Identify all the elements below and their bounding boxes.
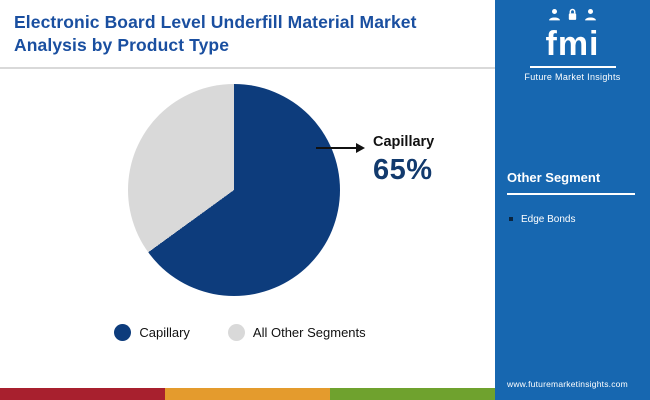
footer-strip-segment (330, 388, 495, 400)
legend-label: Capillary (139, 325, 190, 340)
arrow-head-icon (356, 143, 365, 153)
legend-swatch (114, 324, 132, 341)
callout-arrow (316, 143, 365, 153)
footer-strip (0, 388, 495, 400)
list-item: Edge Bonds (507, 213, 638, 227)
chart-area: Capillary 65% Capillary All Other Segmen… (0, 72, 495, 388)
footer-strip-segment (0, 388, 165, 400)
legend-swatch (227, 324, 245, 341)
logo-rule (529, 65, 616, 68)
legend-label: All Other Segments (252, 325, 366, 340)
pie-chart (128, 84, 340, 296)
callout-value: 65% (373, 154, 433, 186)
legend-item: All Other Segments (227, 324, 366, 341)
main-area: Electronic Board Level Underfill Materia… (0, 0, 495, 400)
legend-item: Capillary (114, 324, 190, 341)
page-title: Electronic Board Level Underfill Materia… (14, 12, 417, 56)
panel-list: Edge Bonds (507, 213, 638, 227)
callout-label: Capillary (373, 134, 435, 150)
brand-name: Future Market Insights (524, 71, 621, 82)
panel-heading: Other Segment (507, 170, 635, 195)
footer-strip-segment (165, 388, 330, 400)
callout-text: Capillary 65% (373, 134, 434, 187)
logo-icons (495, 8, 650, 26)
other-segment-panel: Other Segment Edge Bonds (495, 170, 650, 227)
logo-person-icon (584, 8, 597, 26)
legend: Capillary All Other Segments (0, 324, 480, 341)
sidebar: fmi Future Market Insights Other Segment… (495, 0, 650, 400)
header: Electronic Board Level Underfill Materia… (0, 0, 495, 70)
logo-text: fmi (545, 25, 600, 63)
fmi-logo: fmi Future Market Insights (495, 0, 650, 82)
website-link[interactable]: www.futuremarketinsights.com (507, 379, 628, 389)
logo-person-icon (548, 8, 561, 26)
logo-lock-icon (566, 8, 579, 26)
callout: Capillary 65% (316, 134, 434, 187)
arrow-line (316, 146, 356, 150)
